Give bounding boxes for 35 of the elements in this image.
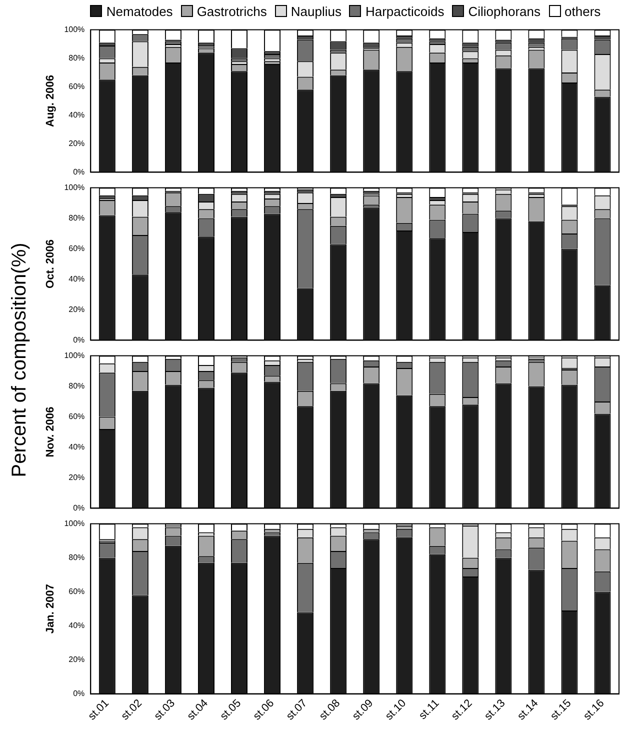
y-tick-label: 20% (68, 304, 85, 314)
series-label: others (564, 4, 601, 18)
y-tick-label: 0% (73, 689, 85, 698)
legend-label: Nematodes (106, 4, 173, 18)
y-tick-label: 40% (68, 274, 85, 284)
y-axis-title: Oct. 2006 (44, 240, 57, 288)
y-tick-label: 60% (68, 587, 85, 596)
legend-label: Ciliophorans (468, 4, 541, 18)
y-tick-label: 100% (64, 351, 85, 360)
legend-label: Harpacticoids (365, 4, 444, 18)
y-tick-label: 100% (64, 183, 85, 192)
y-tick-label: 80% (68, 381, 85, 390)
y-tick-label: 80% (68, 53, 85, 62)
y-axis-title: Nov. 2006 (44, 406, 57, 458)
y-tick-label: 20% (68, 472, 85, 482)
y-tick-label: 40% (68, 442, 85, 452)
y-tick-label: 20% (68, 655, 85, 664)
y-tick-label: 60% (68, 412, 85, 421)
y-axis-title: Aug. 2006 (44, 75, 57, 127)
y-axis-title: Jan. 2007 (44, 584, 57, 634)
y-tick-label: 0% (73, 335, 85, 344)
y-tick-label: 80% (68, 213, 85, 222)
y-tick-label: 80% (68, 553, 85, 562)
y-tick-label: 100% (64, 519, 85, 528)
y-tick-label: 40% (68, 621, 85, 630)
y-tick-label: 60% (68, 244, 85, 253)
y-tick-label: 100% (64, 25, 85, 34)
y-tick-label: 0% (73, 503, 85, 512)
y-tick-label: 20% (68, 138, 85, 148)
text: Percent of composition(%) (8, 242, 32, 478)
legend-label: Nauplius (290, 4, 342, 18)
y-tick-label: 0% (73, 167, 85, 176)
y-tick-label: 40% (68, 110, 85, 120)
y-tick-label: 60% (68, 82, 85, 91)
legend-label: Gastrotrichs (196, 4, 267, 18)
